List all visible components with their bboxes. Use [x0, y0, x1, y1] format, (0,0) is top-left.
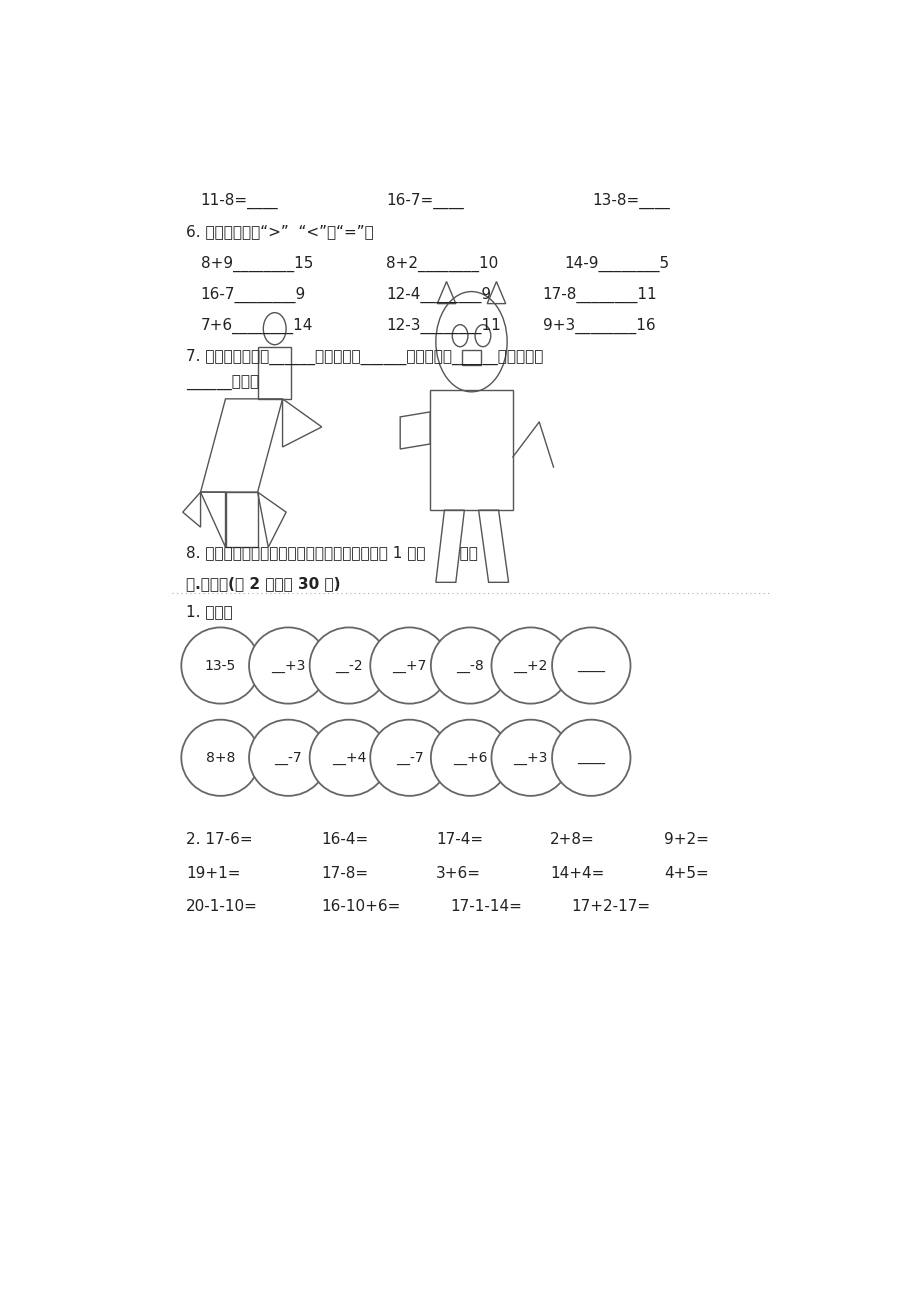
- Text: 16-4=: 16-4=: [322, 832, 369, 848]
- Text: 3+6=: 3+6=: [436, 866, 481, 880]
- Text: ____: ____: [576, 659, 605, 673]
- Ellipse shape: [430, 720, 509, 796]
- Text: 11-8=____: 11-8=____: [200, 193, 278, 210]
- Text: 16-7________9: 16-7________9: [200, 286, 305, 302]
- Text: 8+2________10: 8+2________10: [386, 255, 498, 272]
- Ellipse shape: [310, 720, 388, 796]
- Text: 8+8: 8+8: [206, 751, 235, 764]
- Text: 2+8=: 2+8=: [550, 832, 594, 848]
- Ellipse shape: [491, 628, 569, 703]
- Text: 13-5: 13-5: [205, 659, 236, 673]
- Text: ______个圆。: ______个圆。: [186, 376, 259, 392]
- Text: __+3: __+3: [513, 751, 548, 764]
- Text: 17-8=: 17-8=: [322, 866, 369, 880]
- Text: 6. 在横线上填上“>”  “<”或“=”。: 6. 在横线上填上“>” “<”或“=”。: [186, 224, 374, 240]
- Text: 2. 17-6=: 2. 17-6=: [186, 832, 253, 848]
- Text: 17-4=: 17-4=: [436, 832, 482, 848]
- Text: 19+1=: 19+1=: [186, 866, 241, 880]
- Ellipse shape: [491, 720, 569, 796]
- Text: 1. 连算。: 1. 连算。: [186, 604, 233, 618]
- Text: 8+9________15: 8+9________15: [200, 255, 312, 272]
- Ellipse shape: [369, 628, 448, 703]
- Text: 14-9________5: 14-9________5: [563, 255, 669, 272]
- Text: 14+4=: 14+4=: [550, 866, 604, 880]
- Text: 17-1-14=: 17-1-14=: [449, 898, 521, 914]
- Text: __-2: __-2: [335, 659, 362, 673]
- Text: 17+2-17=: 17+2-17=: [571, 898, 650, 914]
- Ellipse shape: [551, 720, 630, 796]
- Text: __+6: __+6: [452, 751, 487, 764]
- Text: 7+6________14: 7+6________14: [200, 318, 312, 333]
- Text: 16-10+6=: 16-10+6=: [322, 898, 401, 914]
- Text: 13-8=____: 13-8=____: [592, 193, 670, 210]
- Ellipse shape: [181, 628, 259, 703]
- Ellipse shape: [249, 628, 327, 703]
- Text: 4+5=: 4+5=: [664, 866, 708, 880]
- Text: __-7: __-7: [274, 751, 301, 764]
- Ellipse shape: [249, 720, 327, 796]
- Text: 8. 计算退位减法时，个位上不够减，从十位上退 1 当（       ）。: 8. 计算退位减法时，个位上不够减，从十位上退 1 当（ ）。: [186, 544, 478, 560]
- Text: __-7: __-7: [395, 751, 423, 764]
- Text: 9+2=: 9+2=: [664, 832, 709, 848]
- Text: 四.计算题(共 2 题，共 30 分): 四.计算题(共 2 题，共 30 分): [186, 575, 340, 591]
- Ellipse shape: [551, 628, 630, 703]
- Text: __-8: __-8: [456, 659, 483, 673]
- Text: __+4: __+4: [332, 751, 366, 764]
- Text: 7. 这两幅图一共有______个三角形，______个正方形，______个长方形，: 7. 这两幅图一共有______个三角形，______个正方形，______个长…: [186, 349, 543, 365]
- Ellipse shape: [369, 720, 448, 796]
- Text: 12-4________9: 12-4________9: [386, 286, 491, 302]
- Text: 16-7=____: 16-7=____: [386, 193, 463, 210]
- Text: ____: ____: [576, 751, 605, 764]
- Text: __+3: __+3: [271, 659, 305, 673]
- Ellipse shape: [181, 720, 259, 796]
- Text: 12-3________11: 12-3________11: [386, 318, 500, 333]
- Text: 20-1-10=: 20-1-10=: [186, 898, 258, 914]
- Text: 17-8________11: 17-8________11: [542, 286, 657, 302]
- Text: 9+3________16: 9+3________16: [542, 318, 654, 333]
- Text: __+2: __+2: [513, 659, 548, 673]
- Text: __+7: __+7: [391, 659, 426, 673]
- Ellipse shape: [310, 628, 388, 703]
- Ellipse shape: [430, 628, 509, 703]
